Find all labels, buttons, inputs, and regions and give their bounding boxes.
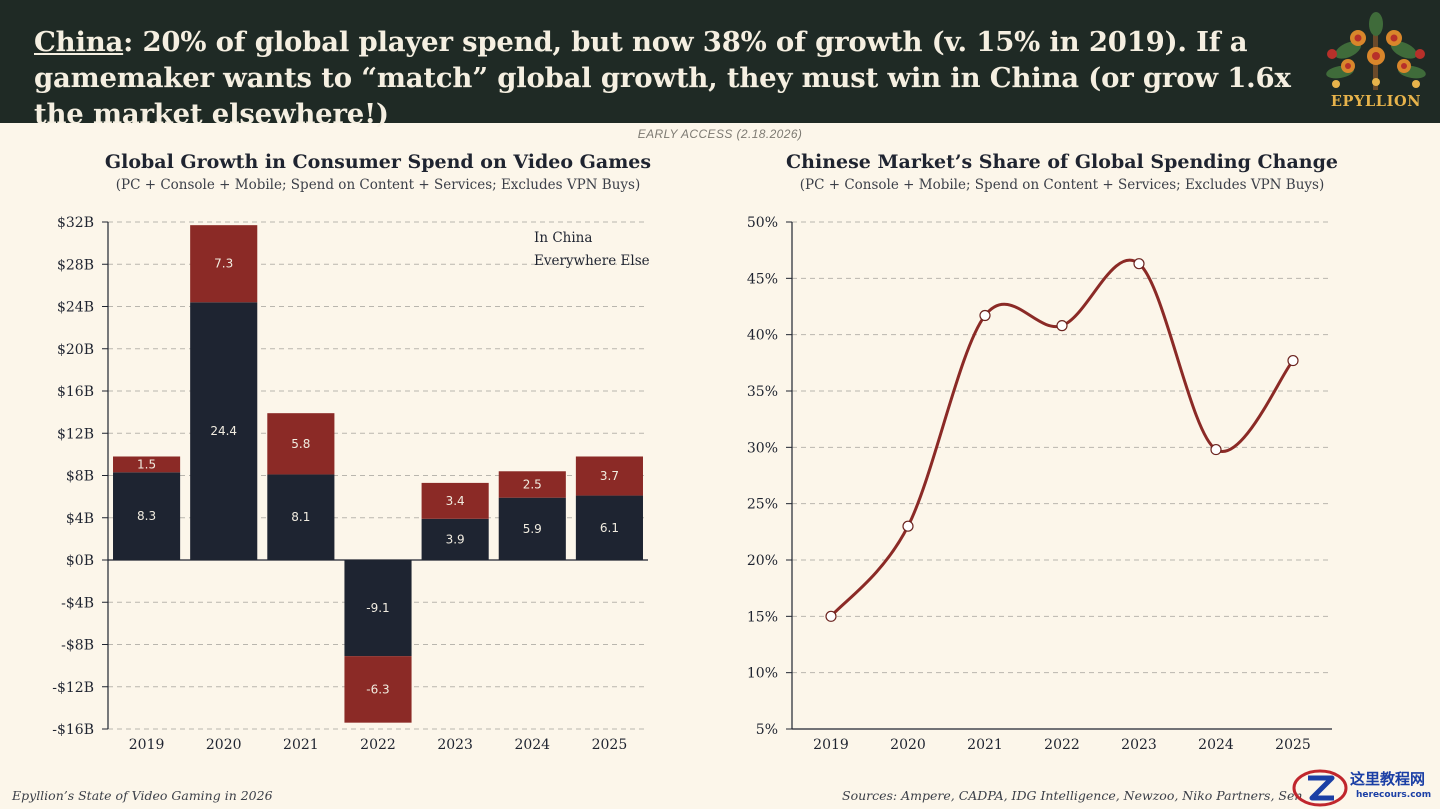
y-tick-label: $8B: [66, 469, 94, 485]
y-tick-label: $12B: [57, 426, 94, 442]
bar-chart: $32B $28B $24B $20B $16B $12B $8B $4B $0B -$4B -$8…: [52, 215, 650, 753]
y-tick-label: 40%: [747, 328, 778, 344]
bar-segment: [267, 413, 335, 475]
x-tick-label: 2023: [437, 737, 473, 753]
x-tick-label: 2021: [283, 737, 319, 753]
y-tick-label: 45%: [747, 271, 778, 287]
bar-segment: [575, 456, 643, 496]
bar-value-label: 3.7: [600, 469, 619, 483]
bar-segment: [498, 497, 566, 560]
data-point: [1133, 258, 1145, 270]
x-tick-label: 2020: [890, 737, 926, 753]
bar-segment: [190, 225, 258, 303]
x-tick-label: 2024: [1198, 737, 1234, 753]
x-tick-label: 2019: [813, 737, 849, 753]
line-chart-subtitle: (PC + Console + Mobile; Spend on Content…: [799, 177, 1325, 193]
bar-value-label: 2.5: [523, 477, 542, 491]
bar-segment: [344, 656, 412, 723]
floral-tree-icon: [1326, 12, 1426, 90]
bar-segment: [113, 472, 181, 560]
bar-value-label: 8.1: [291, 510, 310, 524]
bar-segment: [267, 474, 335, 560]
logo-text: EPYLLION: [1330, 93, 1422, 110]
series-line: [829, 258, 1295, 618]
legend-item: Everywhere Else: [534, 253, 650, 269]
x-tick-label: 2024: [514, 737, 550, 753]
early-access-label: EARLY ACCESS (2.18.2026): [637, 127, 803, 141]
bar-value-label: 24.4: [210, 424, 237, 438]
y-tick-label: $4B: [66, 511, 94, 527]
bar-segment: [498, 471, 566, 498]
y-tick-label: 50%: [747, 215, 778, 231]
x-tick-label: 2022: [1044, 737, 1080, 753]
x-tick-label: 2019: [129, 737, 165, 753]
z-logo-icon: [1292, 769, 1348, 807]
data-point: [1056, 320, 1068, 332]
y-tick-label: 10%: [747, 666, 778, 682]
footer-title: Epyllion’s State of Video Gaming in 2026: [12, 788, 273, 803]
y-tick-label: $0B: [66, 553, 94, 569]
bar-segment: [344, 560, 412, 657]
legend-item: In China: [534, 230, 592, 246]
bar-chart-subtitle: (PC + Console + Mobile; Spend on Content…: [115, 177, 641, 193]
bar-value-label: 1.5: [137, 457, 156, 471]
bar-segment: [575, 495, 643, 560]
headline-rest: : 20% of global player spend, but now 38…: [34, 26, 1291, 130]
y-tick-label: -$12B: [52, 680, 94, 696]
bar-value-label: 8.3: [137, 509, 156, 523]
y-tick-label: $20B: [57, 342, 94, 358]
y-tick-label: $24B: [57, 300, 94, 316]
y-tick-label: -$16B: [52, 722, 94, 738]
x-tick-label: 2025: [1275, 737, 1311, 753]
data-point: [979, 309, 991, 322]
bar-value-label: -6.3: [366, 682, 389, 696]
y-tick-label: $28B: [57, 257, 94, 273]
bar-value-label: -9.1: [366, 601, 389, 615]
x-tick-label: 2025: [592, 737, 628, 753]
headline: China: 20% of global player spend, but n…: [34, 24, 1334, 132]
bar-value-label: 3.9: [446, 532, 465, 546]
line-chart-title: Chinese Market’s Share of Global Spendin…: [786, 151, 1338, 173]
header-banner: China: 20% of global player spend, but n…: [0, 0, 1440, 130]
data-point: [902, 520, 914, 532]
y-tick-label: 25%: [747, 497, 778, 513]
y-tick-label: 5%: [756, 722, 778, 738]
y-tick-label: 20%: [747, 553, 778, 569]
y-tick-label: $32B: [57, 215, 94, 231]
bar-value-label: 5.9: [523, 522, 542, 536]
data-point: [1287, 354, 1299, 367]
bar-chart-title: Global Growth in Consumer Spend on Video…: [104, 151, 652, 173]
data-point: [825, 610, 837, 622]
bar-value-label: 3.4: [446, 494, 465, 508]
bar-segment: [190, 302, 258, 560]
watermark-url: herecours.com: [1356, 790, 1432, 800]
bar-value-label: 7.3: [214, 257, 233, 271]
y-tick-label: -$8B: [61, 638, 94, 654]
x-tick-label: 2022: [360, 737, 396, 753]
y-tick-label: -$4B: [61, 595, 94, 611]
bar-value-label: 5.8: [291, 437, 310, 451]
bar-value-label: 6.1: [600, 521, 619, 535]
headline-key: China: [34, 26, 124, 58]
bar-segment: [113, 456, 181, 473]
y-tick-label: 15%: [747, 609, 778, 625]
y-tick-label: 30%: [747, 440, 778, 456]
x-tick-label: 2020: [206, 737, 242, 753]
data-point: [1210, 443, 1222, 456]
x-tick-label: 2023: [1121, 737, 1157, 753]
footer-sources: Sources: Ampere, CADPA, IDG Intelligence…: [842, 788, 1302, 803]
bar-segment: [421, 482, 489, 519]
bar-segment: [421, 518, 489, 560]
x-tick-label: 2021: [967, 737, 1003, 753]
watermark-text: 这里教程网: [1350, 770, 1426, 788]
y-tick-label: $16B: [57, 384, 94, 400]
y-tick-label: 35%: [747, 384, 778, 400]
